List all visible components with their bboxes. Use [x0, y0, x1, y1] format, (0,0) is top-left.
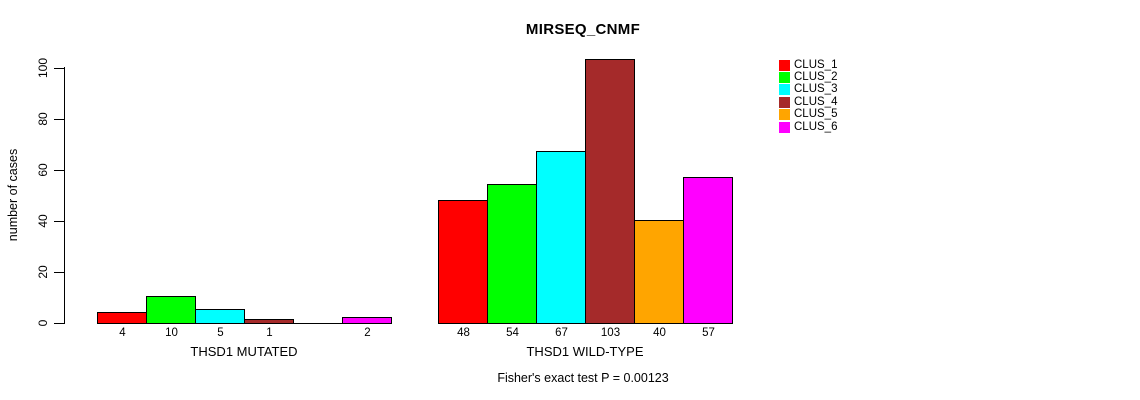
bar-clus_3-wildtype: [536, 151, 586, 324]
bar-clus_2-mutated: [146, 296, 196, 324]
bar-clus_2-wildtype: [487, 184, 537, 324]
legend-item: CLUS_2: [779, 71, 838, 84]
bar-value-label: 4: [119, 327, 126, 339]
y-axis-tick-label: 60: [36, 163, 50, 177]
bar-clus_1-wildtype: [438, 200, 488, 324]
y-axis-tick-mark: [54, 272, 64, 273]
legend-label: CLUS_1: [794, 58, 838, 71]
legend-label: CLUS_4: [794, 95, 838, 108]
y-axis-tick-mark: [54, 221, 64, 222]
bar-value-label: 10: [165, 327, 178, 339]
legend-swatch-clus_4: [779, 96, 790, 108]
legend-item: CLUS_1: [779, 59, 837, 71]
bar-clus_1-mutated: [97, 312, 147, 324]
y-axis-tick-mark: [54, 68, 64, 69]
group-label-mutated: THSD1 MUTATED: [190, 344, 298, 359]
y-axis-tick-label: 100: [36, 57, 50, 79]
y-axis-tick-label: 0: [36, 319, 50, 327]
fisher-test-annotation: Fisher's exact test P = 0.00123: [497, 371, 669, 385]
legend-item: CLUS_4: [779, 96, 837, 108]
legend-label: CLUS_5: [794, 108, 838, 121]
chart-title: MIRSEQ_CNMF: [525, 21, 641, 38]
legend-swatch-clus_6: [779, 121, 790, 133]
legend-swatch-clus_3: [779, 84, 790, 96]
y-axis-tick-label: 40: [36, 214, 50, 228]
group-label-wildtype: THSD1 WILD-TYPE: [526, 344, 644, 359]
bar-value-label: 40: [653, 327, 666, 339]
bar-value-label: 1: [266, 327, 273, 339]
bar-clus_6-mutated: [342, 317, 392, 324]
legend-swatch-clus_5: [779, 109, 790, 121]
bar-clus_3-mutated: [195, 309, 245, 324]
legend-swatch-clus_2: [779, 72, 790, 84]
y-axis-tick-mark: [54, 119, 64, 120]
bar-value-label: 67: [555, 327, 568, 339]
bar-value-label: 54: [506, 327, 519, 339]
bar-clus_4-mutated: [244, 319, 294, 324]
legend-item: CLUS_6: [779, 121, 837, 133]
bar-clus_4-wildtype: [585, 59, 635, 324]
bar-value-label: 48: [457, 327, 470, 339]
y-axis-tick-mark: [54, 170, 64, 171]
legend-item: CLUS_5: [779, 109, 837, 121]
bar-value-label: 2: [364, 327, 371, 339]
legend-swatch-clus_1: [779, 59, 790, 71]
bar-value-label: 5: [217, 327, 224, 339]
y-axis-line: [64, 67, 65, 324]
y-axis-tick-mark: [54, 323, 64, 324]
y-axis-tick-label: 20: [36, 265, 50, 279]
y-axis-label: number of cases: [6, 148, 20, 242]
legend-label: CLUS_6: [794, 120, 838, 133]
legend-label: CLUS_3: [794, 83, 838, 96]
bar-value-label: 103: [600, 327, 621, 339]
legend-item: CLUS_3: [779, 84, 837, 96]
legend-label: CLUS_2: [794, 71, 838, 84]
legend: CLUS_1 CLUS_2 CLUS_3 CLUS_4 CLUS_5 CLUS_6: [779, 59, 837, 133]
bar-clus_6-wildtype: [683, 177, 733, 324]
bar-clus_5-wildtype: [634, 220, 684, 324]
bar-value-label: 57: [702, 327, 715, 339]
y-axis-tick-label: 80: [36, 112, 50, 126]
